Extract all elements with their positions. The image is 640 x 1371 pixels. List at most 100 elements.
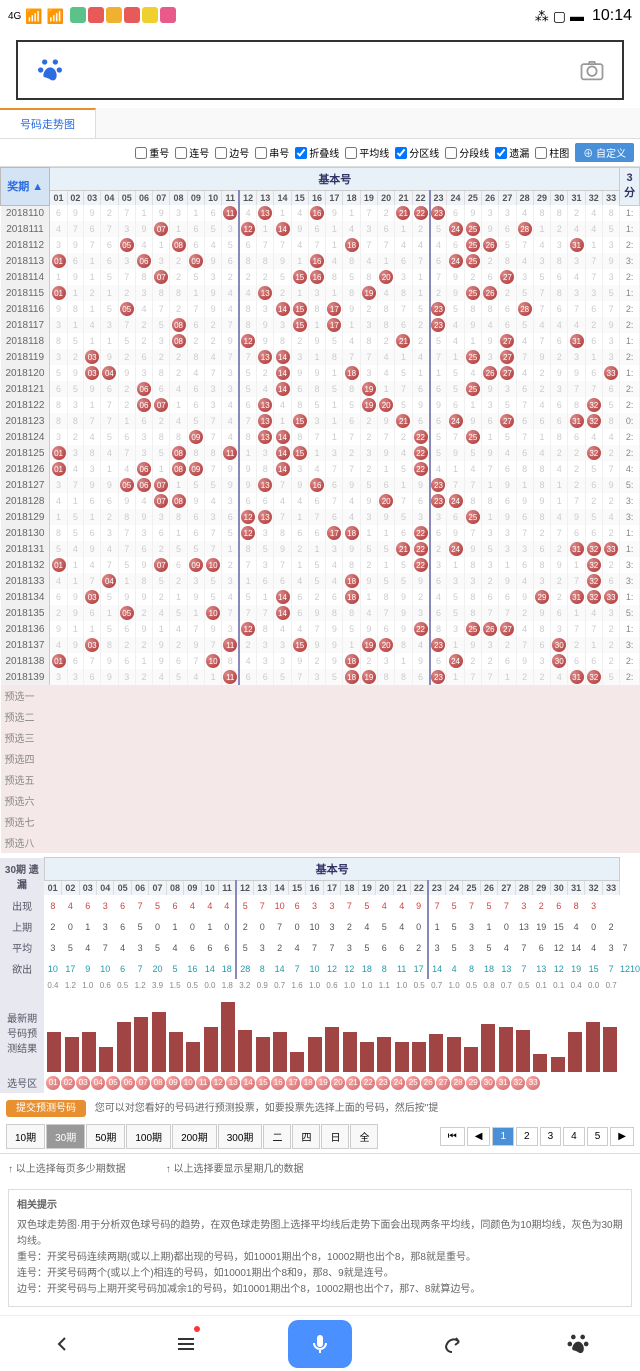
preselect-row[interactable]: 预选七 (1, 811, 640, 832)
trend-cell: 4 (222, 301, 239, 317)
select-ball-12[interactable]: 12 (211, 1076, 225, 1090)
trend-cell: 8 (533, 557, 550, 573)
trend-cell: 3 (257, 445, 274, 461)
trend-cell: 16 (308, 205, 325, 221)
select-ball-23[interactable]: 23 (376, 1076, 390, 1090)
select-ball-05[interactable]: 05 (106, 1076, 120, 1090)
select-ball-30[interactable]: 30 (481, 1076, 495, 1090)
stats-cell: 6 (166, 895, 183, 916)
select-ball-17[interactable]: 17 (286, 1076, 300, 1090)
trend-cell: 6 (187, 397, 204, 413)
preselect-row[interactable]: 预选六 (1, 790, 640, 811)
stats-cell: 10 (306, 916, 323, 937)
nav-share[interactable] (432, 1322, 476, 1366)
select-ball-06[interactable]: 06 (121, 1076, 135, 1090)
option-重号[interactable]: 重号 (135, 145, 169, 160)
select-ball-09[interactable]: 09 (166, 1076, 180, 1090)
custom-button[interactable]: ⊕ 自定义 (575, 143, 634, 162)
page-2[interactable]: 2 (516, 1127, 538, 1146)
select-ball-01[interactable]: 01 (46, 1076, 60, 1090)
select-ball-14[interactable]: 14 (241, 1076, 255, 1090)
col-header-29: 29 (533, 191, 550, 206)
period-btn-四[interactable]: 四 (292, 1124, 320, 1149)
option-平均线[interactable]: 平均线 (345, 145, 389, 160)
period-btn-30期[interactable]: 30期 (46, 1124, 85, 1149)
trend-cell: 5 (50, 541, 67, 557)
select-ball-29[interactable]: 29 (466, 1076, 480, 1090)
trend-cell: 8 (239, 301, 256, 317)
period-btn-100期[interactable]: 100期 (126, 1124, 171, 1149)
select-ball-18[interactable]: 18 (301, 1076, 315, 1090)
select-ball-03[interactable]: 03 (76, 1076, 90, 1090)
select-ball-24[interactable]: 24 (391, 1076, 405, 1090)
stats-cell: 19 (533, 916, 550, 937)
trend-cell: 4 (239, 205, 256, 221)
trend-cell: 2 (84, 285, 101, 301)
option-边号[interactable]: 边号 (215, 145, 249, 160)
trend-cell: 6 (533, 541, 550, 557)
preselect-row[interactable]: 预选四 (1, 748, 640, 769)
select-ball-19[interactable]: 19 (316, 1076, 330, 1090)
select-ball-04[interactable]: 04 (91, 1076, 105, 1090)
page-4[interactable]: 4 (563, 1127, 585, 1146)
option-柱图[interactable]: 柱图 (535, 145, 569, 160)
page-first[interactable]: ⏮ (440, 1127, 465, 1146)
search-bar[interactable] (16, 40, 624, 100)
select-ball-16[interactable]: 16 (271, 1076, 285, 1090)
select-ball-10[interactable]: 10 (181, 1076, 195, 1090)
trend-cell: 1 (585, 349, 602, 365)
nav-menu[interactable] (164, 1322, 208, 1366)
select-ball-02[interactable]: 02 (61, 1076, 75, 1090)
select-ball-32[interactable]: 32 (511, 1076, 525, 1090)
preselect-row[interactable]: 预选一 (1, 685, 640, 706)
trend-cell: 3 (481, 349, 498, 365)
option-分段线[interactable]: 分段线 (445, 145, 489, 160)
period-btn-50期[interactable]: 50期 (86, 1124, 125, 1149)
preselect-row[interactable]: 预选八 (1, 832, 640, 853)
select-ball-21[interactable]: 21 (346, 1076, 360, 1090)
trend-cell: 32 (585, 589, 602, 605)
nav-home[interactable] (556, 1322, 600, 1366)
trend-cell: 7 (360, 349, 377, 365)
period-btn-10期[interactable]: 10期 (6, 1124, 45, 1149)
tab-trend-chart[interactable]: 号码走势图 (0, 108, 96, 138)
option-串号[interactable]: 串号 (255, 145, 289, 160)
period-btn-日[interactable]: 日 (321, 1124, 349, 1149)
ratio-cell: 2: (620, 653, 640, 669)
preselect-row[interactable]: 预选二 (1, 706, 640, 727)
select-ball-11[interactable]: 11 (196, 1076, 210, 1090)
select-ball-26[interactable]: 26 (421, 1076, 435, 1090)
select-ball-27[interactable]: 27 (436, 1076, 450, 1090)
select-ball-22[interactable]: 22 (361, 1076, 375, 1090)
select-ball-33[interactable]: 33 (526, 1076, 540, 1090)
period-btn-300期[interactable]: 300期 (218, 1124, 263, 1149)
select-ball-08[interactable]: 08 (151, 1076, 165, 1090)
nav-back[interactable] (40, 1322, 84, 1366)
select-ball-25[interactable]: 25 (406, 1076, 420, 1090)
trend-cell: 3 (533, 573, 550, 589)
option-分区线[interactable]: 分区线 (395, 145, 439, 160)
option-遗漏[interactable]: 遗漏 (495, 145, 529, 160)
preselect-row[interactable]: 预选五 (1, 769, 640, 790)
select-ball-15[interactable]: 15 (256, 1076, 270, 1090)
select-ball-20[interactable]: 20 (331, 1076, 345, 1090)
period-header[interactable]: 奖期 ▲ (1, 168, 50, 206)
page-prev[interactable]: ◀ (467, 1127, 491, 1146)
period-btn-全[interactable]: 全 (350, 1124, 378, 1149)
select-ball-28[interactable]: 28 (451, 1076, 465, 1090)
option-折叠线[interactable]: 折叠线 (295, 145, 339, 160)
select-ball-07[interactable]: 07 (136, 1076, 150, 1090)
select-ball-13[interactable]: 13 (226, 1076, 240, 1090)
submit-button[interactable]: 提交预测号码 (6, 1100, 86, 1117)
page-3[interactable]: 3 (540, 1127, 562, 1146)
period-btn-200期[interactable]: 200期 (172, 1124, 217, 1149)
page-1[interactable]: 1 (492, 1127, 514, 1146)
page-next[interactable]: ▶ (610, 1127, 634, 1146)
camera-icon[interactable] (578, 56, 606, 84)
page-5[interactable]: 5 (587, 1127, 609, 1146)
option-连号[interactable]: 连号 (175, 145, 209, 160)
preselect-row[interactable]: 预选三 (1, 727, 640, 748)
period-btn-二[interactable]: 二 (263, 1124, 291, 1149)
trend-cell: 01 (50, 445, 67, 461)
select-ball-31[interactable]: 31 (496, 1076, 510, 1090)
